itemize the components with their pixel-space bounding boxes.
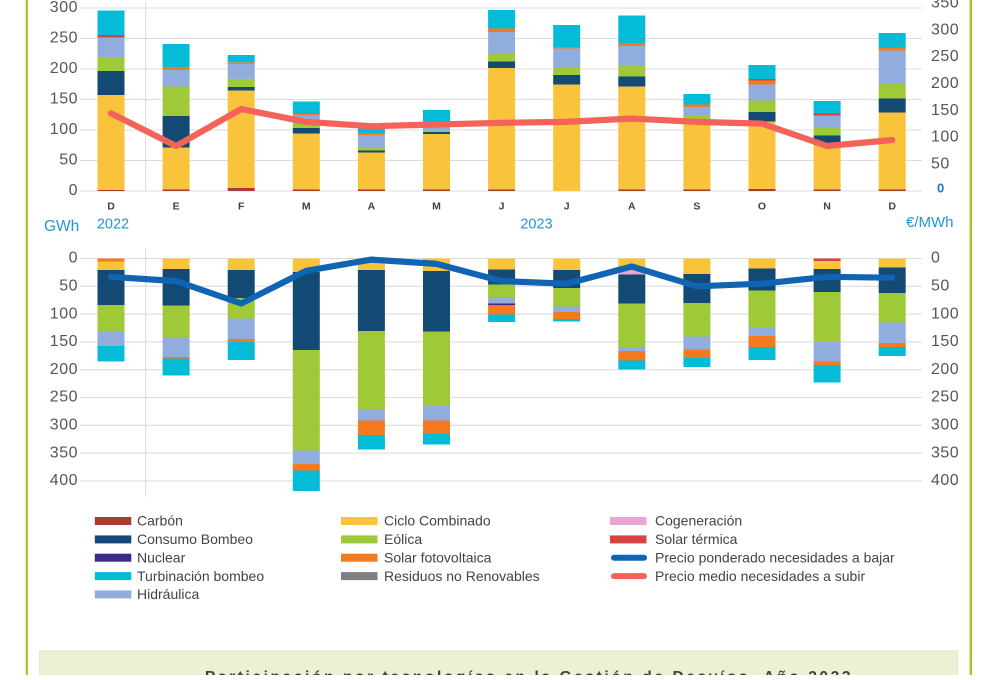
svg-text:Cogeneración: Cogeneración [655,513,742,529]
svg-text:300: 300 [931,417,959,434]
svg-text:E: E [173,201,180,213]
svg-text:250: 250 [931,48,959,65]
svg-text:M: M [432,201,441,213]
svg-text:2023: 2023 [520,217,552,233]
svg-text:0: 0 [69,250,78,267]
svg-text:400: 400 [931,472,959,489]
svg-text:F: F [238,201,245,213]
svg-text:Precio ponderado necesidades a: Precio ponderado necesidades a bajar [655,549,895,565]
svg-text:M: M [302,201,311,213]
svg-text:250: 250 [931,389,959,406]
svg-text:400: 400 [50,472,78,489]
svg-text:350: 350 [931,0,959,12]
svg-text:300: 300 [931,21,959,38]
svg-text:100: 100 [50,305,78,322]
svg-text:100: 100 [50,121,78,138]
svg-text:150: 150 [50,333,78,350]
svg-text:300: 300 [50,0,78,16]
svg-text:150: 150 [50,91,78,108]
svg-text:D: D [107,201,115,213]
svg-text:300: 300 [50,417,78,434]
svg-text:N: N [823,201,831,213]
svg-text:200: 200 [50,60,78,77]
svg-text:Turbinación bombeo: Turbinación bombeo [137,568,264,584]
svg-text:200: 200 [50,361,78,378]
svg-text:0: 0 [937,181,944,196]
svg-text:A: A [368,201,376,213]
svg-text:50: 50 [59,278,78,295]
svg-text:2022: 2022 [97,217,129,233]
svg-text:Hidráulica: Hidráulica [137,586,199,602]
svg-text:100: 100 [931,129,959,146]
svg-text:O: O [758,201,766,213]
svg-text:Solar térmica: Solar térmica [655,531,738,547]
svg-text:€/MWh: €/MWh [906,214,954,231]
svg-text:0: 0 [69,182,78,199]
svg-text:Residuos no Renovables: Residuos no Renovables [384,568,540,584]
svg-text:200: 200 [931,361,959,378]
svg-text:50: 50 [931,155,950,172]
svg-text:J: J [564,201,570,213]
svg-text:250: 250 [50,30,78,47]
svg-text:350: 350 [50,444,78,461]
svg-text:0: 0 [931,250,940,267]
svg-text:Solar fotovoltaica: Solar fotovoltaica [384,549,492,565]
svg-text:D: D [888,201,896,213]
svg-text:150: 150 [931,333,959,350]
svg-text:Consumo Bombeo: Consumo Bombeo [137,531,253,547]
svg-text:Ciclo Combinado: Ciclo Combinado [384,513,491,529]
svg-text:200: 200 [931,75,959,92]
svg-text:50: 50 [931,278,950,295]
svg-text:50: 50 [59,152,78,169]
svg-text:150: 150 [931,102,959,119]
svg-text:S: S [693,201,700,213]
svg-text:A: A [628,201,636,213]
svg-text:Eólica: Eólica [384,531,422,547]
svg-text:J: J [499,201,505,213]
svg-text:Participación por tecnologías: Participación por tecnologías en la Gest… [205,669,853,675]
svg-text:350: 350 [931,444,959,461]
svg-text:Precio medio necesidades a sub: Precio medio necesidades a subir [655,568,865,584]
svg-text:Nuclear: Nuclear [137,549,186,565]
svg-text:100: 100 [931,305,959,322]
svg-text:Carbón: Carbón [137,513,183,529]
svg-text:GWh: GWh [44,218,79,235]
svg-text:250: 250 [50,389,78,406]
